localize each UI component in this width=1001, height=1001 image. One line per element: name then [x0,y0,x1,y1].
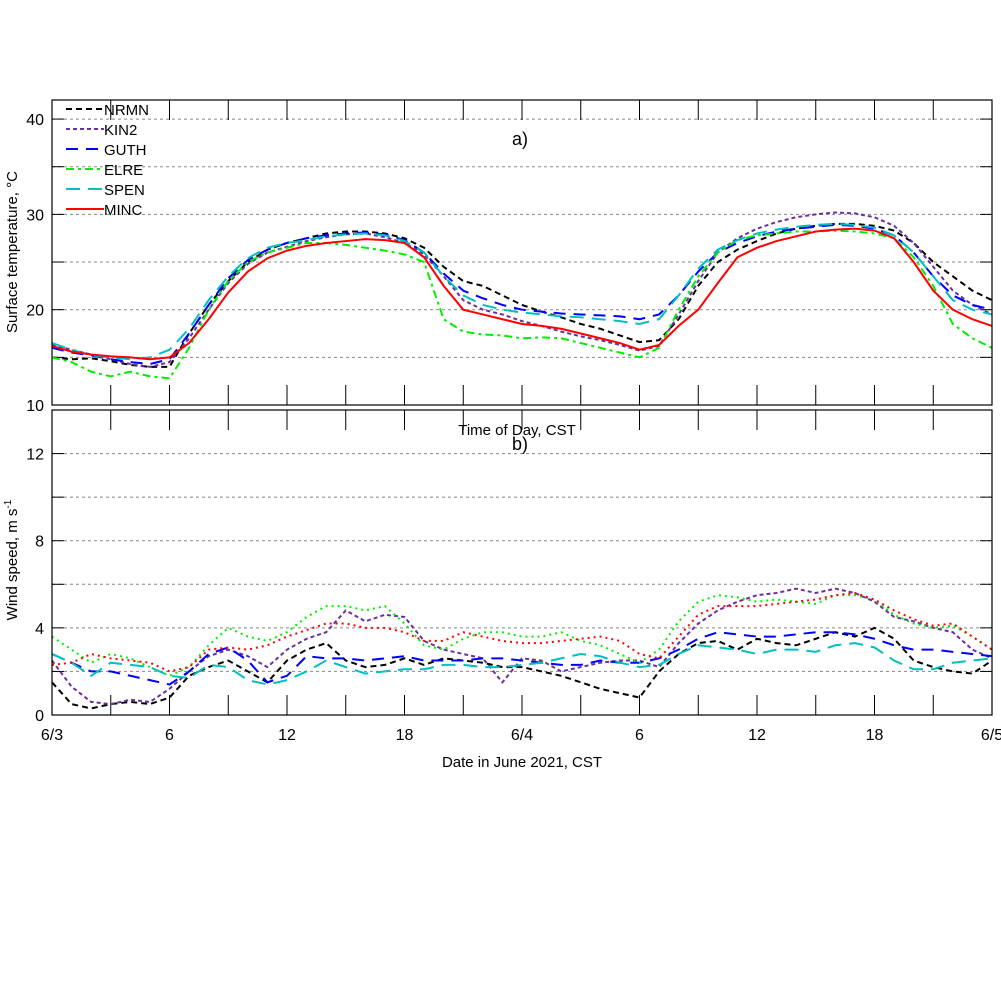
y-tick-label: 20 [26,303,44,320]
x-tick-label: 6/4 [511,727,533,744]
panel-a-label: a) [512,129,528,149]
legend-label: ELRE [104,162,143,179]
y-tick-label: 12 [26,447,44,464]
temperature-panel: 10 20 30 40 [26,99,993,415]
panel-a-xlabel: Time of Day, CST [458,422,576,439]
x-tick-label: 18 [866,727,884,744]
series-spen [51,642,993,686]
x-tick-label: 6 [165,727,174,744]
y-tick-label: 4 [35,621,44,638]
legend-label: NRMN [104,102,149,119]
legend-label: KIN2 [104,122,137,139]
y-tick-label: 40 [26,112,44,129]
series-kin2 [51,587,993,706]
series-kin2 [51,211,993,368]
legend-item: NRMN [66,102,149,119]
legend-item: MINC [66,202,142,219]
series-nrmn [51,222,993,368]
y-tick-label: 0 [35,708,44,725]
x-tick-label: 12 [278,727,296,744]
series-elre [51,229,993,380]
series-minc [51,591,993,673]
x-tick-label: 6/5 [981,727,1001,744]
panel-a-ylabel: Surface temperature, °C [4,171,21,333]
legend-item: GUTH [66,142,147,159]
series-minc [51,227,993,361]
x-tick-label: 12 [748,727,766,744]
legend-item: SPEN [66,182,145,199]
x-tick-label: 6/3 [41,727,63,744]
plot-frame [51,99,993,406]
legend: NRMN KIN2 GUTH ELRE SPEN MINC [66,102,149,219]
panel-b-label: b) [512,434,528,454]
legend-label: GUTH [104,142,147,159]
panel-b-ylabel-text: Wind speed, m s [4,509,21,621]
legend-label: MINC [104,202,142,219]
panel-b-xlabel: Date in June 2021, CST [442,754,602,771]
plot-frame [51,409,993,716]
legend-label: SPEN [104,182,145,199]
legend-item: ELRE [66,162,143,179]
y-tick-label: 10 [26,398,44,415]
panel-b-ylabel-sup: -1 [3,499,14,508]
series-guth [51,631,993,686]
series-spen [51,222,993,361]
x-tick-label: 6 [635,727,644,744]
series-elre [51,594,993,677]
x-tick-label: 18 [396,727,414,744]
legend-item: KIN2 [66,122,137,139]
wind-speed-panel: 0 4 8 12 6/3 6 12 18 6/4 6 12 18 6/5 [26,409,1001,744]
y-tick-label: 30 [26,207,44,224]
y-tick-label: 8 [35,534,44,551]
series-guth [51,223,993,366]
panel-b-ylabel: Wind speed, m s-1 [3,499,21,620]
